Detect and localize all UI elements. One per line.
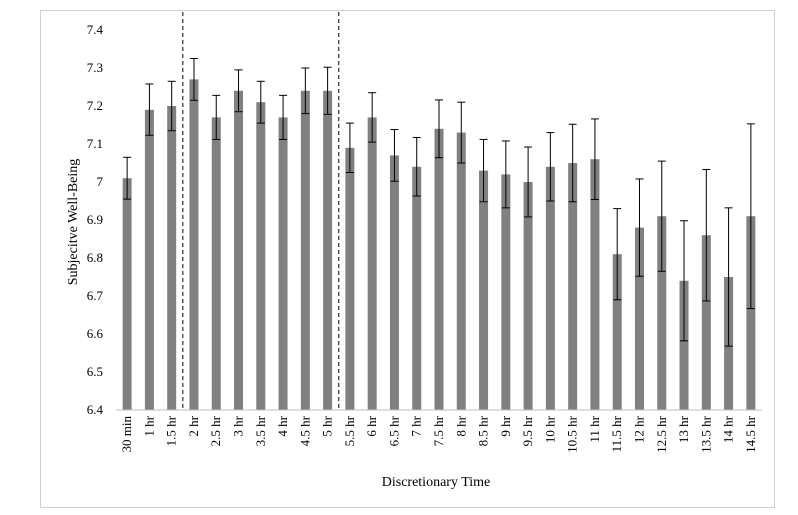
y-tick-labels: 6.4 6.5 6.6 6.7 6.8 6.9 7 7.1 7.2 7.3 7.4 xyxy=(87,22,104,417)
bar xyxy=(746,216,756,410)
x-tick-label: 7.5 hr xyxy=(431,415,446,446)
x-tick-label: 3 hr xyxy=(231,415,246,436)
bar xyxy=(345,147,355,411)
bar xyxy=(634,227,644,410)
x-tick-label: 13 hr xyxy=(676,415,691,443)
x-tick-label: 11 hr xyxy=(587,415,602,442)
x-tick-label: 11.5 hr xyxy=(609,415,624,452)
x-tick-label: 10 hr xyxy=(542,415,557,443)
x-tick-label: 7 hr xyxy=(409,415,424,436)
x-tick-labels: 30 min 1 hr 1.5 hr 2 hr 2.5 hr 3 hr 3.5 hr 4 hr… xyxy=(119,415,758,453)
bar xyxy=(523,182,533,410)
bar xyxy=(701,235,711,410)
x-tick-label: 12.5 hr xyxy=(654,415,669,453)
x-tick-label: 12 hr xyxy=(631,415,646,443)
y-tick-label: 6.9 xyxy=(87,212,103,227)
bar xyxy=(144,109,154,411)
bar xyxy=(434,128,444,411)
y-tick-label: 6.5 xyxy=(87,364,103,379)
bar xyxy=(189,79,199,411)
x-tick-label: 2.5 hr xyxy=(208,415,223,446)
y-tick-label: 6.8 xyxy=(87,250,103,265)
y-tick-label: 7.3 xyxy=(87,60,103,75)
bar xyxy=(300,90,310,411)
x-tick-label: 14.5 hr xyxy=(743,415,758,453)
bar xyxy=(456,132,466,410)
y-tick-label: 6.4 xyxy=(87,402,104,417)
x-axis-title: Discretionary Time xyxy=(382,475,491,490)
x-tick-label: 4.5 hr xyxy=(297,415,312,446)
x-tick-label: 1.5 hr xyxy=(164,415,179,446)
bar xyxy=(479,170,489,410)
x-tick-label: 5.5 hr xyxy=(342,415,357,446)
bar xyxy=(167,106,177,410)
bar xyxy=(545,166,555,410)
bar xyxy=(278,117,288,411)
bar xyxy=(568,163,578,410)
bar xyxy=(412,166,422,410)
bar xyxy=(501,174,511,410)
x-tick-label: 3.5 hr xyxy=(253,415,268,446)
bar xyxy=(211,117,221,411)
x-tick-label: 6.5 hr xyxy=(386,415,401,446)
bar xyxy=(590,159,600,410)
x-tick-label: 14 hr xyxy=(721,415,736,443)
bar xyxy=(234,90,244,411)
bar xyxy=(323,90,333,411)
y-tick-label: 6.6 xyxy=(87,326,104,341)
x-tick-label: 13.5 hr xyxy=(698,415,713,453)
x-tick-label: 6 hr xyxy=(364,415,379,436)
bar xyxy=(256,102,266,410)
y-tick-label: 7.4 xyxy=(87,22,104,37)
y-tick-label: 6.7 xyxy=(87,288,104,303)
x-tick-label: 10.5 hr xyxy=(565,415,580,453)
x-tick-label: 2 hr xyxy=(186,415,201,436)
x-tick-label: 5 hr xyxy=(320,415,335,436)
x-tick-label: 9.5 hr xyxy=(520,415,535,446)
bar xyxy=(367,117,377,411)
y-axis-title: Subjecitve Well-Being xyxy=(66,159,81,286)
x-tick-label: 4 hr xyxy=(275,415,290,436)
reference-lines-group xyxy=(182,12,340,410)
bar xyxy=(679,280,689,410)
y-tick-label: 7 xyxy=(97,174,104,189)
bar xyxy=(612,254,622,410)
x-tick-label: 8 hr xyxy=(453,415,468,436)
bars-group xyxy=(122,79,756,411)
bar xyxy=(657,216,667,410)
y-tick-label: 7.2 xyxy=(87,98,103,113)
chart-frame xyxy=(40,10,775,508)
x-tick-label: 30 min xyxy=(119,416,134,453)
x-tick-label: 9 hr xyxy=(498,415,513,436)
bar xyxy=(122,178,132,410)
error-bars-group xyxy=(123,58,755,347)
x-tick-label: 1 hr xyxy=(141,415,156,436)
y-tick-label: 7.1 xyxy=(87,136,103,151)
bar xyxy=(389,155,399,410)
x-tick-label: 8.5 hr xyxy=(476,415,491,446)
